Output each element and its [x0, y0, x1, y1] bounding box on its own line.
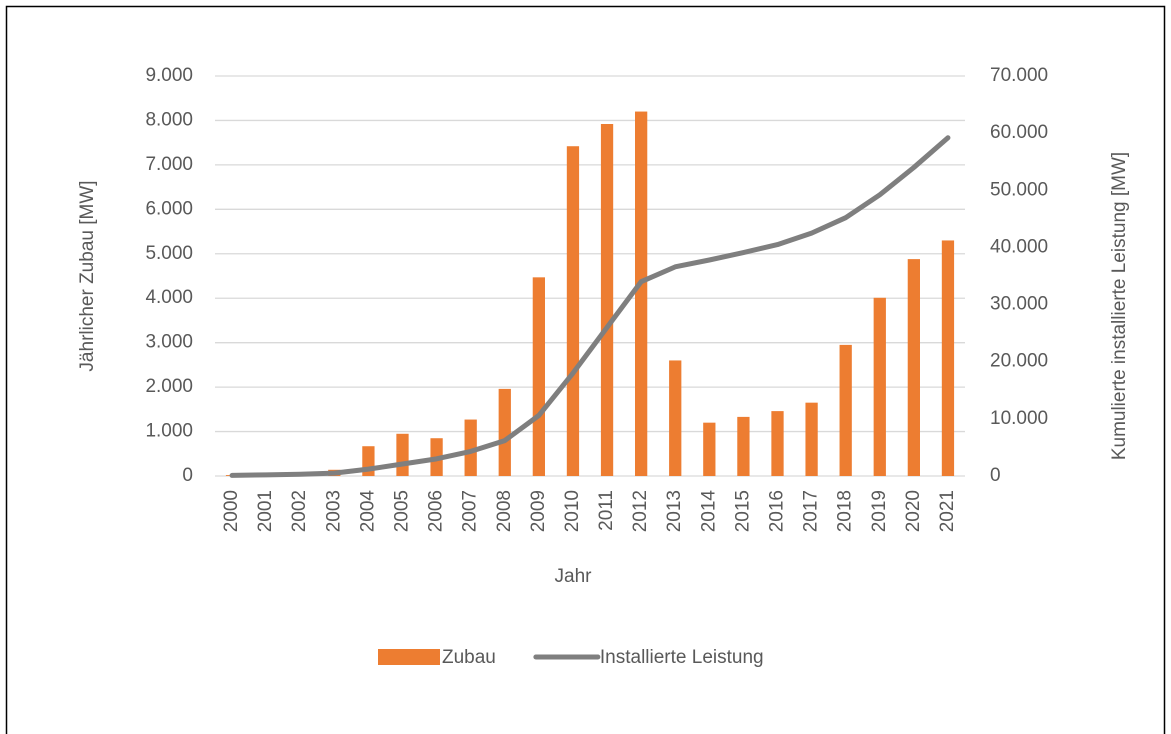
- y-tick-label: 1.000: [145, 421, 193, 442]
- x-tick-label: 2017: [801, 490, 822, 532]
- line: [229, 135, 951, 478]
- bar: [839, 344, 852, 476]
- x-tick-label: 2006: [426, 490, 447, 532]
- x-tick-label: 2010: [562, 490, 583, 532]
- bar: [464, 419, 477, 476]
- bar: [907, 259, 920, 476]
- y-tick-label: 3.000: [145, 332, 193, 353]
- y2-tick-label: 70.000: [990, 65, 1048, 86]
- x-tick-label: 2007: [460, 490, 481, 532]
- y2-tick-label: 60.000: [990, 122, 1048, 143]
- y-axis-label: Jährlicher Zubau [MW]: [77, 180, 98, 371]
- bar: [600, 124, 614, 476]
- bar: [532, 277, 545, 476]
- y-tick-label: 0: [182, 465, 193, 486]
- y-tick-label: 8.000: [145, 109, 193, 130]
- y-tick-label: 4.000: [145, 287, 193, 308]
- y2-tick-label: 0: [990, 465, 1001, 486]
- bar: [669, 360, 682, 476]
- x-tick-label: 2013: [664, 490, 685, 532]
- y-tick-label: 7.000: [145, 154, 193, 175]
- y-tick-label: 5.000: [145, 243, 193, 264]
- y2-axis-label: Kumulierte installierte Leistung [MW]: [1109, 152, 1130, 460]
- x-axis-label: Jahr: [555, 566, 593, 587]
- x-tick-label: 2004: [357, 490, 378, 533]
- x-tick-label: 2011: [596, 490, 617, 531]
- frame: [5, 5, 1166, 734]
- bar: [498, 388, 511, 476]
- x-tick-label: 2002: [289, 490, 310, 532]
- x-tick-label: 2016: [767, 490, 788, 532]
- bar: [771, 411, 784, 476]
- bar: [737, 416, 750, 476]
- x-tick-label: 2012: [630, 490, 651, 532]
- y2-tick-label: 20.000: [990, 351, 1048, 372]
- x-tick-label: 2003: [323, 490, 344, 532]
- bar: [805, 402, 818, 476]
- y-tick-label: 9.000: [145, 65, 193, 86]
- y-tick-label: 6.000: [145, 198, 193, 219]
- bar: [941, 240, 955, 476]
- legend-label: Zubau: [442, 647, 496, 668]
- bar: [396, 433, 409, 476]
- y2-tick-label: 10.000: [990, 408, 1048, 429]
- x-tick-label: 2021: [937, 490, 958, 532]
- x-tick-label: 2015: [732, 490, 753, 532]
- legend-swatch: [378, 649, 440, 665]
- bar: [635, 111, 648, 477]
- y2-tick-label: 40.000: [990, 236, 1048, 257]
- bar: [566, 146, 580, 476]
- x-tick-label: 2019: [869, 490, 890, 532]
- bar: [703, 422, 716, 476]
- x-tick-label: 2001: [255, 490, 276, 532]
- x-tick-label: 2020: [903, 490, 924, 532]
- x-tick-label: 2008: [494, 490, 515, 532]
- x-tick-label: 2009: [528, 490, 549, 532]
- y2-tick-label: 30.000: [990, 294, 1048, 315]
- legend-label: Installierte Leistung: [600, 647, 764, 668]
- y-tick-label: 2.000: [145, 376, 193, 397]
- x-tick-label: 2018: [835, 490, 856, 532]
- x-tick-label: 2005: [392, 490, 413, 532]
- y2-tick-label: 50.000: [990, 179, 1048, 200]
- x-tick-label: 2014: [698, 490, 719, 533]
- x-tick-label: 2000: [221, 490, 242, 532]
- bar: [873, 297, 886, 476]
